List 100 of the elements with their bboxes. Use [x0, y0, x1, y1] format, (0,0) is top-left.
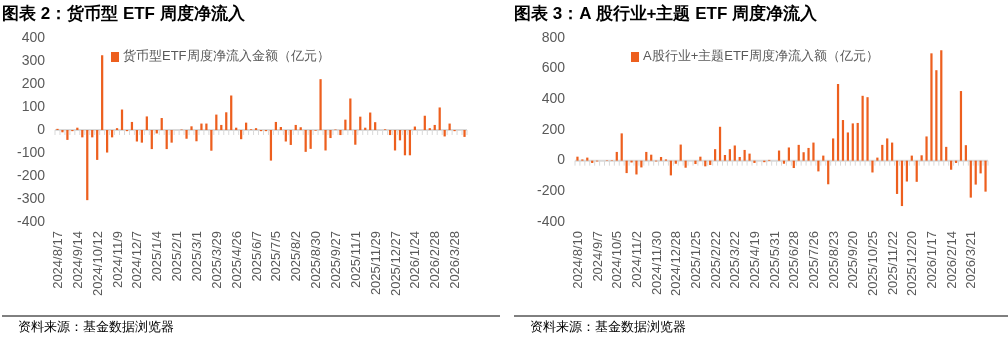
x-tick-label: 2025/8/2 — [288, 231, 304, 282]
bar — [304, 130, 307, 152]
x-tick-label: 2026/1/17 — [923, 231, 939, 289]
bar — [294, 124, 297, 130]
bar — [959, 91, 963, 161]
bar — [905, 160, 908, 182]
y-tick-label: 100 — [21, 97, 46, 114]
bar — [777, 150, 781, 161]
legend-label: 货币型ETF周度净流入金额（亿元） — [123, 48, 330, 64]
bar — [969, 160, 972, 198]
x-tick-label: 2025/12/20 — [904, 231, 920, 297]
y-tick-label: 0 — [557, 151, 566, 168]
bar — [738, 156, 741, 161]
y-tick-label: 300 — [21, 51, 46, 68]
x-tick-label: 2024/9/14 — [69, 231, 85, 289]
bar — [832, 138, 835, 161]
bar — [324, 130, 327, 151]
x-tick-label: 2024/12/7 — [129, 231, 145, 289]
bar — [344, 119, 347, 130]
x-tick-label: 2024/12/28 — [668, 231, 684, 297]
y-tick-label: 200 — [541, 120, 566, 137]
y-tick-label: 600 — [541, 59, 566, 76]
x-tick-label: 2025/5/31 — [766, 231, 782, 289]
x-tick-label: 2024/9/7 — [589, 231, 605, 282]
y-tick-label: -100 — [16, 143, 46, 160]
bar — [354, 130, 357, 145]
bar — [748, 153, 751, 161]
y-tick-label: 0 — [37, 120, 46, 137]
y-tick-label: -400 — [536, 212, 566, 229]
bar — [718, 126, 722, 161]
bar — [886, 138, 889, 161]
x-tick-label: 2024/8/17 — [49, 231, 65, 289]
x-tick-label: 2025/9/27 — [327, 231, 343, 289]
bar — [309, 130, 312, 149]
legend-label: A股行业+主题ETF周度净流入额（亿元） — [643, 48, 879, 64]
y-tick-label: -300 — [16, 189, 46, 206]
bar — [974, 160, 977, 185]
x-tick-label: 2025/11/22 — [884, 231, 900, 296]
bar — [866, 97, 869, 161]
bar — [935, 70, 938, 161]
bar — [733, 145, 736, 161]
bar — [861, 95, 864, 161]
bar — [66, 130, 69, 140]
x-tick-label: 2024/11/30 — [648, 231, 664, 296]
bar — [743, 149, 746, 161]
bar — [836, 84, 840, 161]
bar — [787, 147, 790, 161]
bar — [140, 130, 143, 143]
x-tick-label: 2025/11/1 — [347, 231, 363, 288]
x-tick-label: 2025/7/26 — [805, 231, 821, 289]
y-tick-label: -200 — [16, 166, 46, 183]
bar — [620, 133, 623, 161]
bar — [851, 123, 854, 161]
bar — [807, 147, 810, 161]
bar — [812, 142, 815, 161]
bar — [940, 50, 943, 161]
bar — [170, 130, 173, 143]
bar — [723, 154, 727, 161]
chart-title: 图表 2：货币型 ETF 周度净流入 — [2, 4, 246, 23]
x-tick-label: 2025/10/25 — [864, 231, 880, 297]
y-tick-label: 400 — [21, 28, 46, 45]
x-tick-label: 2025/3/29 — [208, 231, 224, 289]
x-tick-label: 2026/2/14 — [943, 231, 959, 289]
bar — [925, 136, 928, 161]
bar — [438, 107, 441, 130]
bar — [856, 122, 859, 161]
bar — [433, 124, 436, 130]
x-tick-label: 2025/12/27 — [387, 231, 403, 297]
bar — [289, 130, 292, 145]
y-tick-label: 800 — [541, 28, 566, 45]
bar — [576, 156, 579, 161]
y-tick-label: -400 — [16, 212, 46, 229]
bar — [96, 130, 99, 160]
bar — [349, 98, 352, 130]
bar — [753, 160, 756, 163]
bar — [225, 112, 228, 130]
x-tick-label: 2025/4/26 — [228, 231, 244, 289]
bar — [728, 149, 731, 161]
x-tick-label: 2024/10/5 — [609, 231, 625, 289]
bar — [945, 146, 948, 161]
bar — [930, 53, 933, 161]
bar — [891, 142, 894, 161]
bar — [846, 132, 849, 161]
x-tick-label: 2026/3/21 — [963, 231, 979, 289]
x-tick-label: 2026/3/28 — [447, 231, 463, 289]
bar — [841, 120, 845, 161]
x-tick-label: 2025/9/20 — [845, 231, 861, 289]
x-tick-label: 2026/2/28 — [427, 231, 443, 289]
bar — [101, 55, 104, 130]
y-tick-label: -200 — [536, 182, 566, 199]
bar — [190, 126, 193, 130]
y-tick-label: 400 — [541, 90, 566, 107]
bar — [615, 151, 618, 161]
bar — [910, 155, 913, 161]
bar — [284, 130, 287, 142]
text: 资料来源：基金数据浏览器 — [18, 319, 174, 334]
x-tick-label: 2024/10/12 — [89, 231, 105, 297]
x-tick-label: 2025/1/4 — [149, 231, 165, 282]
x-tick-label: 2024/11/2 — [628, 231, 644, 288]
bar — [871, 160, 874, 173]
